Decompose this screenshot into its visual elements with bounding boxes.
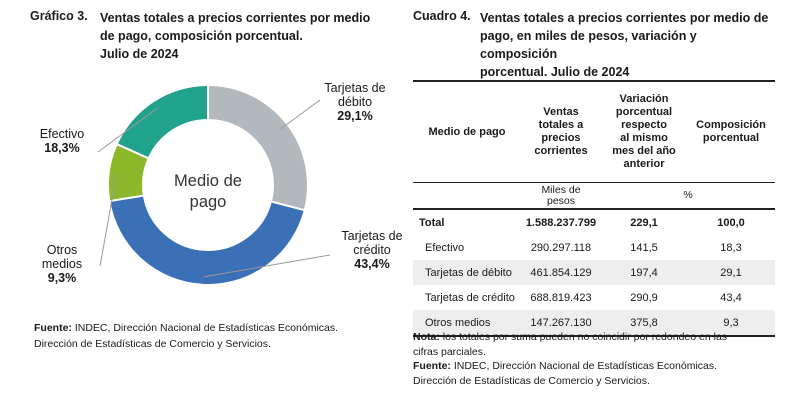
row-label: Efectivo [425, 241, 465, 254]
figure-source-line: INDEC, Dirección Nacional de Estadística… [74, 322, 339, 334]
header-line: totales a [538, 119, 584, 131]
figure-title: Ventas totales a precios corrientes por … [100, 9, 395, 63]
slice-name-label: Tarjetas de [324, 81, 385, 95]
slice-percent-label: 9,3% [48, 271, 77, 285]
header-line: corrientes [534, 145, 588, 157]
figure-title-line: Julio de 2024 [100, 47, 179, 61]
leader-line [203, 254, 331, 278]
header-line: anterior [623, 158, 665, 170]
row-composicion: 18,3 [720, 241, 742, 254]
slice-name-label: débito [338, 95, 372, 109]
units-line: Miles de [541, 183, 581, 196]
row-ventas: 461.854.129 [521, 260, 601, 285]
units-percent: % [601, 182, 775, 210]
donut-slice-efectivo [115, 83, 209, 160]
row-composicion: 43,4 [720, 291, 742, 304]
header-ventas: Ventas totales a precios corrientes [521, 80, 601, 183]
slice-name-label: Efectivo [40, 127, 85, 141]
row-label: Total [419, 216, 445, 229]
figure-source-label: Fuente: [34, 322, 72, 334]
slice-name-label: crédito [353, 243, 391, 257]
row-variacion: 229,1 [630, 216, 658, 229]
figure-title-line: Ventas totales a precios corrientes por … [100, 11, 371, 25]
slice-percent-label: 18,3% [44, 141, 79, 155]
header-line: porcentual [615, 106, 673, 118]
table-title-line: porcentual. Julio de 2024 [480, 65, 630, 79]
note-line: cifras parciales. [413, 345, 486, 358]
header-variacion: Variación porcentual respecto al mismo m… [601, 80, 687, 183]
row-variacion: 290,9 [630, 291, 658, 304]
leader-lines [97, 99, 331, 278]
figure-source: Fuente: INDEC, Dirección Nacional de Est… [34, 320, 404, 352]
header-line: respecto [621, 119, 667, 131]
table-row: Otros medios 147.267.130 375,8 9,3 [413, 310, 775, 337]
units-miles-de-pesos: Miles de pesos [521, 182, 601, 210]
table-source-line: Dirección de Estadísticas de Comercio y … [413, 374, 650, 387]
table-header-row: Medio de pago Ventas totales a precios c… [413, 80, 775, 183]
header-line: al mismo [620, 132, 668, 144]
header-line: Variación [619, 93, 669, 105]
row-composicion: 100,0 [717, 216, 745, 229]
slice-name-label: Otros [47, 243, 78, 257]
table-title: Ventas totales a precios corrientes por … [480, 9, 770, 81]
table-row-total: Total 1.588.237.799 229,1 100,0 [413, 209, 775, 235]
slice-name-label: Tarjetas de [341, 229, 402, 243]
table-source-line: INDEC, Dirección Nacional de Estadística… [453, 360, 718, 372]
header-line: Composición [696, 119, 766, 131]
table-title-line: Ventas totales a precios corrientes por … [480, 11, 769, 25]
row-composicion: 9,3 [687, 310, 775, 337]
row-ventas: 147.267.130 [521, 310, 601, 337]
row-variacion: 197,4 [601, 260, 687, 285]
leader-line [97, 107, 159, 153]
note-label: Nota: [413, 331, 440, 343]
table-source: Fuente: INDEC, Dirección Nacional de Est… [413, 359, 778, 388]
slice-percent-label: 29,1% [337, 109, 372, 123]
table-notes: Nota: los totales por suma pueden no coi… [413, 330, 778, 388]
table-row: Tarjetas de débito 461.854.129 197,4 29,… [413, 260, 775, 285]
row-label: Tarjetas de crédito [425, 291, 515, 304]
row-ventas: 1.588.237.799 [525, 216, 597, 229]
donut-slice-tarjetas-de-d-bito [207, 83, 309, 212]
note-line: los totales por suma pueden no coincidir… [442, 331, 728, 343]
center-label-line-1: Medio de [174, 172, 242, 190]
leader-line [99, 172, 118, 267]
center-label-line-2: pago [190, 193, 227, 211]
table-row: Efectivo 290.297.118 141,5 18,3 [413, 235, 775, 260]
row-ventas: 290.297.118 [530, 241, 592, 254]
header-line: Ventas [543, 106, 579, 118]
table-source-label: Fuente: [413, 360, 451, 372]
units-row: Miles de pesos % [413, 182, 775, 210]
units-empty [413, 182, 521, 210]
slice-percent-label: 43,4% [354, 257, 389, 271]
note: Nota: los totales por suma pueden no coi… [413, 330, 778, 359]
figure-source-line: Dirección de Estadísticas de Comercio y … [34, 338, 271, 350]
donut-slice-tarjetas-de-cr-dito [108, 194, 306, 286]
table-row: Tarjetas de crédito 688.819.423 290,9 43… [413, 285, 775, 310]
row-ventas: 688.819.423 [530, 291, 592, 304]
table-title-line: pago, en miles de pesos, variación y com… [480, 29, 697, 61]
donut-slices [107, 83, 309, 286]
row-composicion: 29,1 [687, 260, 775, 285]
figure-title-line: de pago, composición porcentual. [100, 29, 303, 43]
row-label: Tarjetas de débito [413, 260, 521, 285]
units-line: pesos [546, 194, 576, 207]
row-variacion: 141,5 [630, 241, 658, 254]
sales-table: Medio de pago Ventas totales a precios c… [413, 80, 775, 337]
figure-label: Gráfico 3. [30, 9, 88, 23]
header-composicion: Composición porcentual [687, 80, 775, 183]
leader-line [280, 99, 321, 130]
header-line: porcentual [702, 132, 760, 144]
table-panel: Cuadro 4. Ventas totales a precios corri… [408, 0, 800, 409]
slice-name-label: medios [42, 257, 82, 271]
table-label: Cuadro 4. [413, 9, 471, 23]
row-label: Otros medios [413, 310, 521, 337]
row-variacion: 375,8 [601, 310, 687, 337]
header-medio-de-pago: Medio de pago [413, 80, 521, 183]
header-line: precios [541, 132, 581, 144]
chart-panel: Gráfico 3. Ventas totales a precios corr… [30, 9, 404, 352]
header-line: mes del año [612, 145, 676, 157]
